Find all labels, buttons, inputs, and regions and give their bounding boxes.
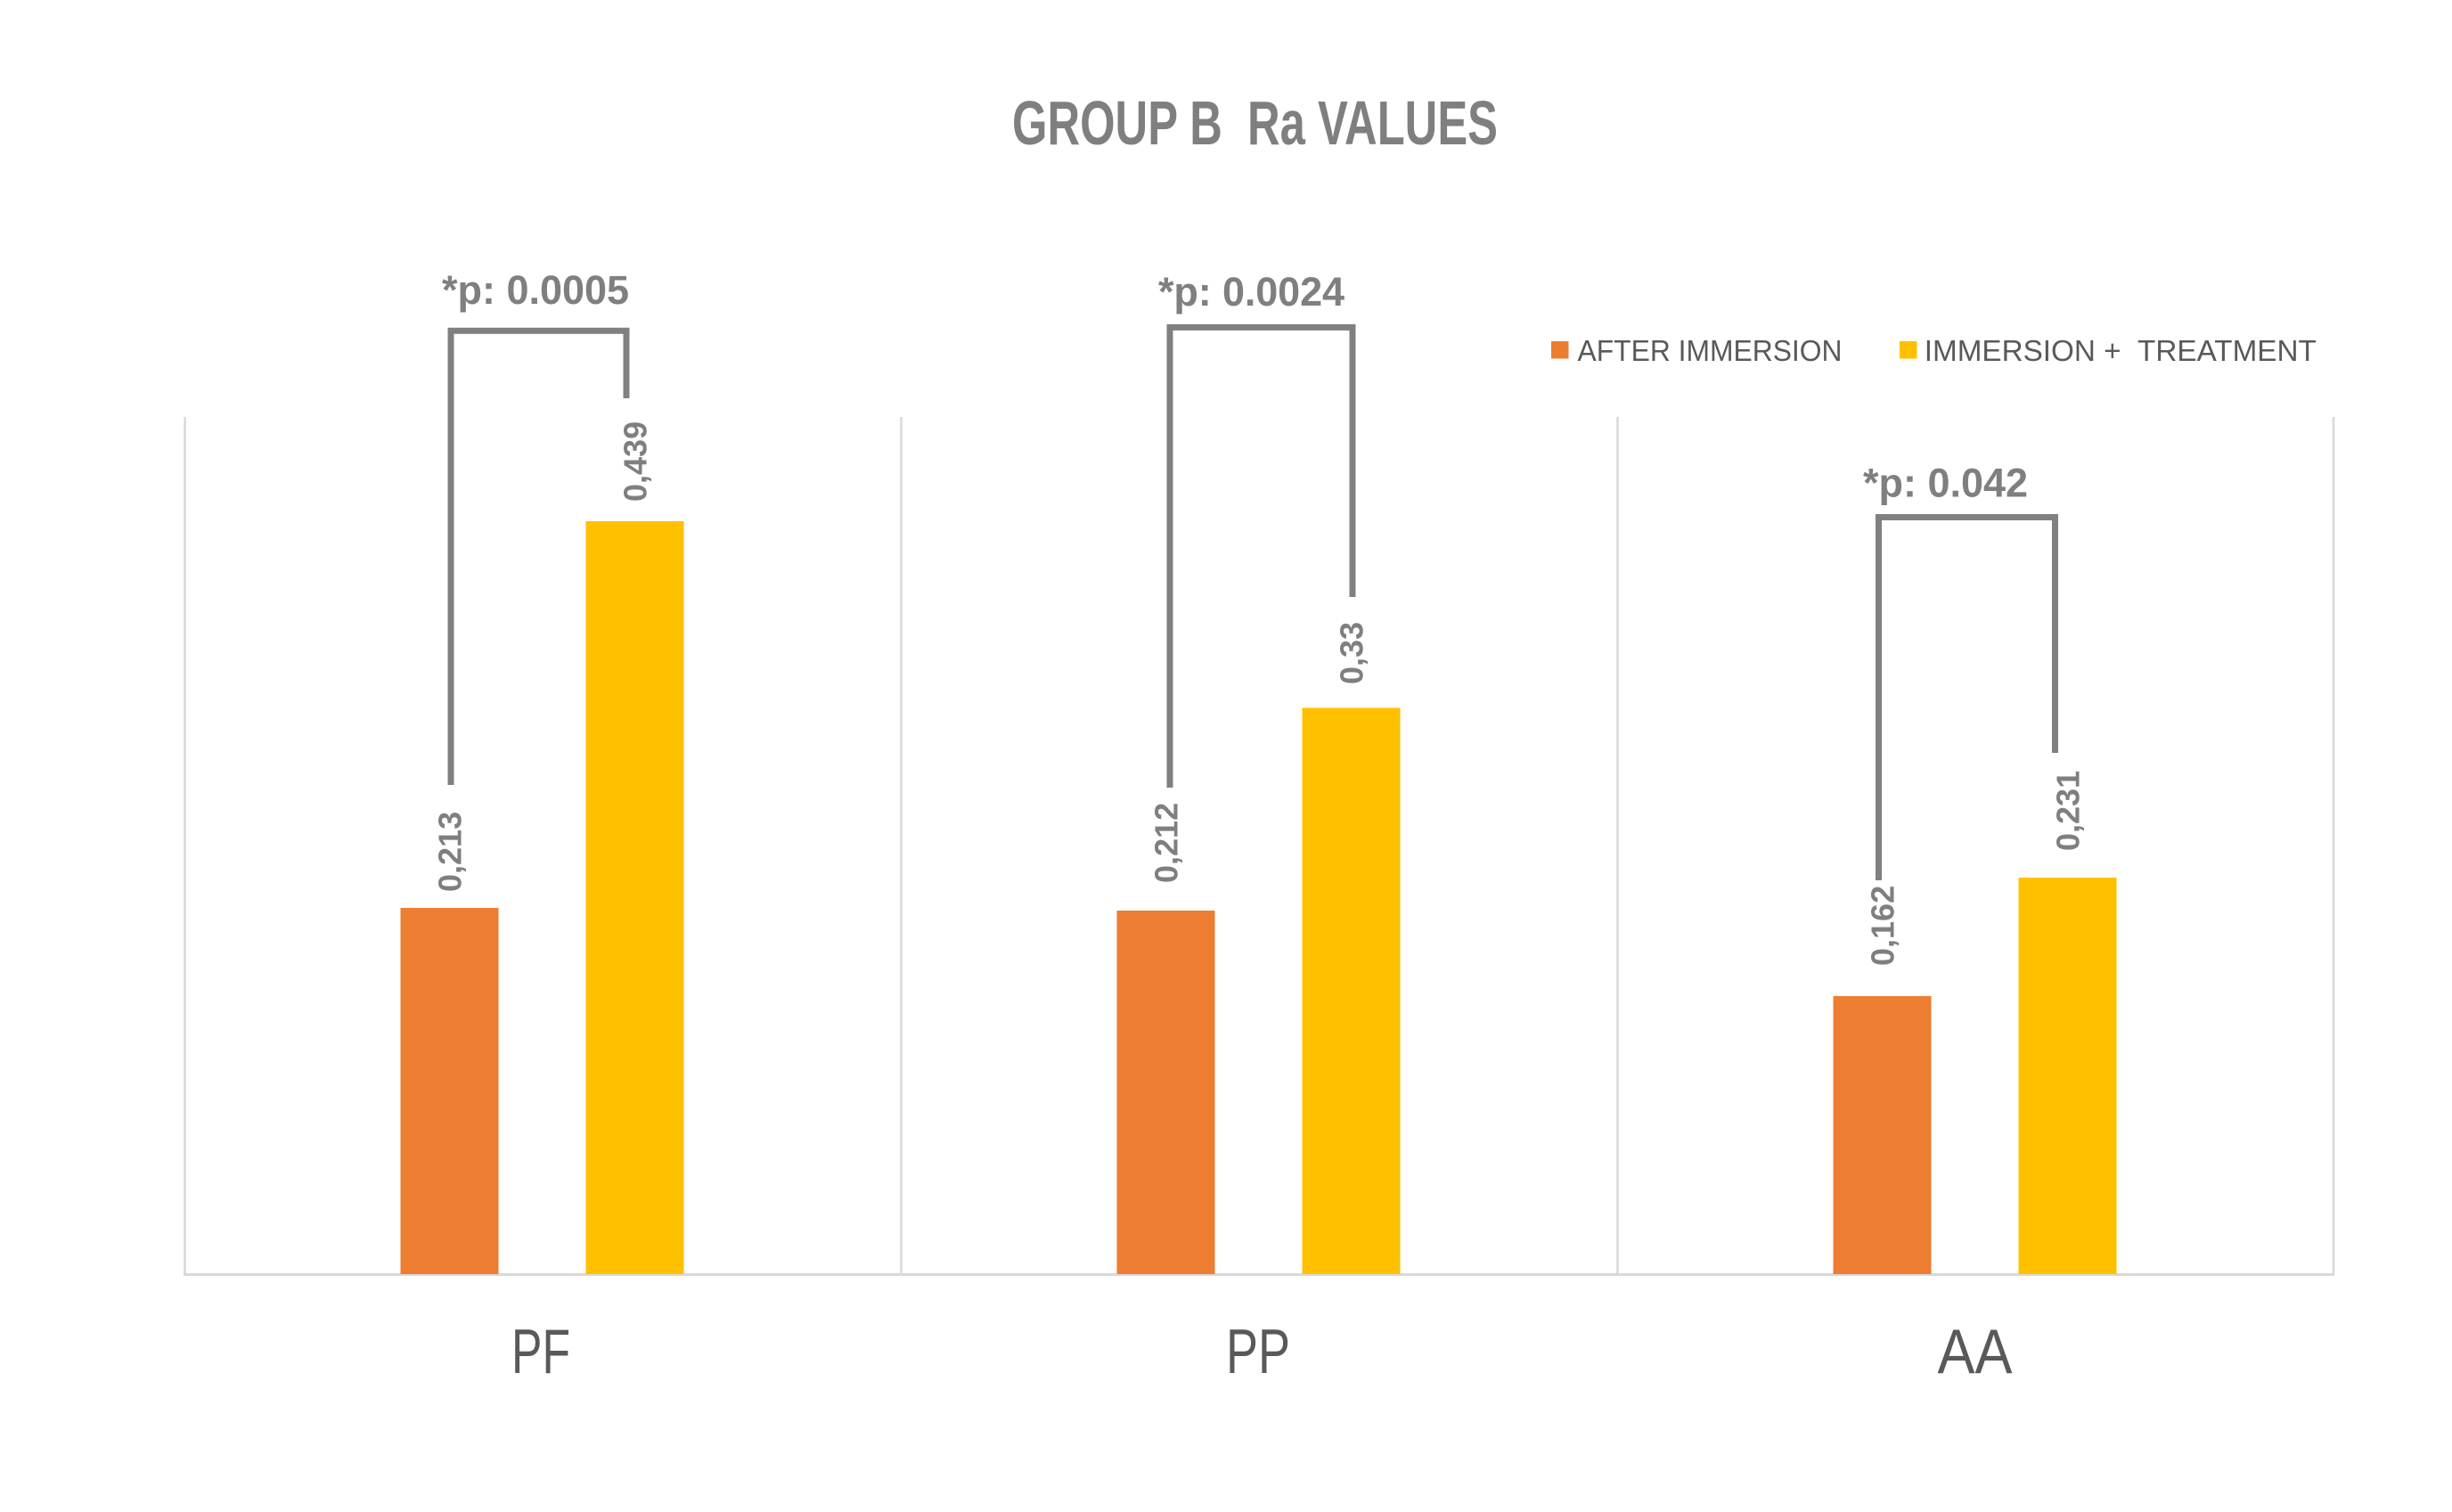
svg-text:0,212: 0,212 <box>1148 803 1185 883</box>
svg-text:GROUP B Ra VALUES: GROUP B Ra VALUES <box>1012 88 1498 158</box>
svg-text:AFTER IMMERSION: AFTER IMMERSION <box>1578 334 1843 367</box>
svg-text:PP: PP <box>1226 1317 1290 1386</box>
svg-text:IMMERSION + TREATMENT: IMMERSION + TREATMENT <box>1925 334 2317 367</box>
svg-text:AA: AA <box>1938 1317 2013 1386</box>
svg-text:PF: PF <box>511 1317 570 1386</box>
svg-text:0,439: 0,439 <box>617 421 654 502</box>
svg-text:*p: 0.042: *p: 0.042 <box>1863 461 2028 506</box>
svg-text:0,162: 0,162 <box>1865 886 1901 966</box>
svg-text:*p: 0.0024: *p: 0.0024 <box>1158 269 1345 315</box>
svg-text:0,213: 0,213 <box>432 812 469 892</box>
svg-text:*p: 0.0005: *p: 0.0005 <box>442 267 629 313</box>
svg-text:0,231: 0,231 <box>2050 771 2087 851</box>
svg-text:0,33: 0,33 <box>1334 622 1370 684</box>
